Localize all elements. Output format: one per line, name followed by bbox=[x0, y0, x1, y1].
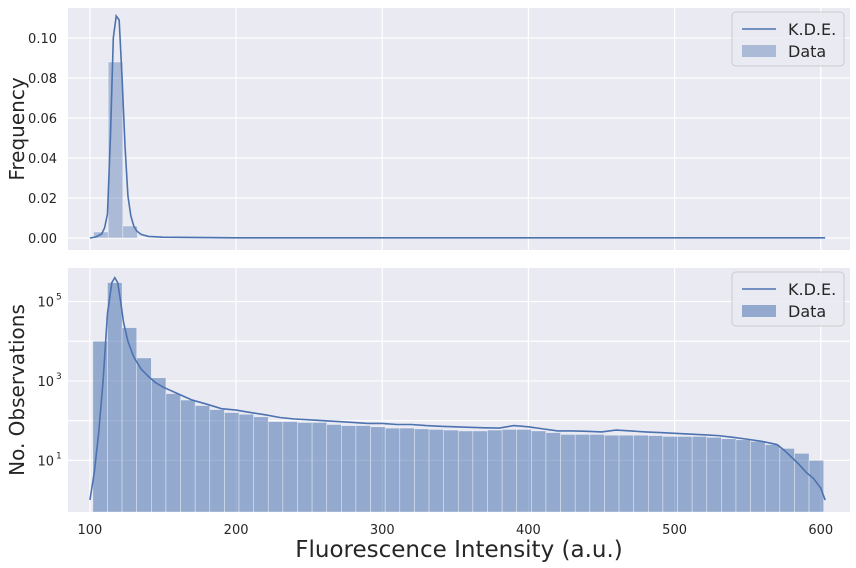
histogram-bar bbox=[735, 439, 751, 513]
histogram-bar bbox=[677, 436, 693, 513]
x-tick-label: 100 bbox=[78, 523, 103, 538]
y-tick-label: 0.04 bbox=[28, 152, 57, 167]
top-legend: K.D.E. Data bbox=[731, 11, 845, 67]
histogram-bar bbox=[399, 427, 415, 513]
histogram-bar bbox=[428, 429, 444, 513]
top-legend-data-swatch bbox=[742, 45, 776, 57]
histogram-bar bbox=[297, 422, 313, 513]
histogram-bar bbox=[414, 428, 430, 513]
histogram-bar bbox=[691, 436, 708, 513]
histogram-bar bbox=[545, 432, 561, 513]
bottom-legend-data-swatch bbox=[742, 305, 776, 317]
y-tick-label: 0.02 bbox=[28, 192, 57, 207]
histogram-bar bbox=[326, 424, 342, 513]
y-tick-label: 0.00 bbox=[28, 232, 57, 247]
histogram-bar bbox=[618, 434, 634, 513]
y-tick-label: 10 1 bbox=[37, 451, 61, 469]
histogram-bar bbox=[194, 405, 211, 513]
x-tick-label: 300 bbox=[370, 523, 395, 538]
histogram-bar bbox=[151, 377, 167, 513]
top-plot-area bbox=[68, 8, 850, 250]
bottom-legend-kde-label: K.D.E. bbox=[788, 280, 836, 299]
histogram-bar bbox=[647, 435, 664, 513]
top-panel: 0.00 0.02 0.04 0.06 0.08 0.10 Frequency K.D.E… bbox=[5, 8, 850, 250]
histogram-bar bbox=[165, 393, 181, 513]
bottom-y-axis-label: No. Observations bbox=[5, 304, 29, 476]
histogram-bar bbox=[472, 430, 488, 513]
histogram-bar bbox=[560, 434, 576, 513]
histogram-bar bbox=[457, 430, 474, 513]
histogram-bar bbox=[604, 434, 620, 513]
histogram-bar bbox=[764, 444, 781, 513]
x-tick-labels: 100 200 300 400 500 600 bbox=[78, 523, 834, 538]
y-tick-label: 10 5 bbox=[37, 293, 61, 311]
y-tick-base: 10 bbox=[37, 454, 54, 469]
x-tick-label: 600 bbox=[808, 523, 833, 538]
histogram-bar bbox=[574, 434, 591, 513]
bottom-histogram bbox=[92, 282, 824, 513]
histogram-bar bbox=[487, 429, 503, 513]
top-legend-data-label: Data bbox=[788, 42, 826, 61]
y-tick-label: 0.10 bbox=[28, 32, 57, 47]
histogram-bar bbox=[282, 421, 298, 513]
top-kde-line bbox=[89, 13, 826, 239]
x-tick-label: 400 bbox=[516, 523, 541, 538]
bottom-legend: K.D.E. Data bbox=[731, 271, 845, 327]
histogram-bar bbox=[370, 426, 386, 513]
bottom-legend-data-label: Data bbox=[788, 302, 826, 321]
y-tick-exponent: 3 bbox=[56, 372, 62, 382]
histogram-bar bbox=[341, 425, 357, 513]
histogram-bar bbox=[721, 438, 737, 513]
y-tick-label: 0.06 bbox=[28, 112, 57, 127]
histogram-bar bbox=[633, 434, 649, 513]
y-tick-base: 10 bbox=[37, 375, 54, 390]
histogram-bar bbox=[253, 416, 269, 513]
histogram-bar bbox=[384, 427, 401, 513]
y-tick-label: 10 3 bbox=[37, 372, 61, 390]
histogram-bar bbox=[750, 441, 766, 513]
y-tick-exponent: 5 bbox=[56, 293, 62, 303]
histogram-bar bbox=[267, 421, 284, 513]
y-tick-base: 10 bbox=[37, 296, 54, 311]
histogram-bar bbox=[238, 413, 254, 513]
top-legend-box bbox=[731, 11, 845, 67]
histogram-bar bbox=[92, 340, 108, 513]
histogram-bar bbox=[180, 399, 196, 513]
histogram-bar bbox=[516, 429, 532, 513]
histogram-bar bbox=[501, 429, 518, 513]
histogram-bar bbox=[224, 412, 240, 513]
histogram-bar bbox=[531, 430, 547, 513]
top-legend-kde-label: K.D.E. bbox=[788, 20, 836, 39]
histogram-bar bbox=[311, 422, 328, 513]
bottom-kde-line bbox=[89, 276, 826, 501]
y-tick-exponent: 1 bbox=[56, 451, 62, 461]
top-y-axis-label: Frequency bbox=[5, 77, 29, 180]
y-tick-label: 0.08 bbox=[28, 72, 57, 87]
histogram-bar bbox=[107, 282, 123, 513]
histogram-bar bbox=[808, 460, 824, 513]
histogram-bar bbox=[443, 429, 459, 513]
top-y-tick-labels: 0.00 0.02 0.04 0.06 0.08 0.10 bbox=[28, 32, 57, 247]
histogram-bar bbox=[589, 434, 605, 513]
histogram-bar bbox=[662, 436, 678, 513]
x-axis-label: Fluorescence Intensity (a.u.) bbox=[295, 537, 623, 563]
histogram-bar bbox=[121, 327, 137, 513]
x-tick-label: 200 bbox=[224, 523, 249, 538]
x-tick-label: 500 bbox=[662, 523, 687, 538]
histogram-bar bbox=[706, 437, 722, 513]
histogram-bar bbox=[136, 357, 152, 513]
histogram-bar bbox=[209, 409, 225, 513]
histogram-bar bbox=[355, 425, 371, 513]
